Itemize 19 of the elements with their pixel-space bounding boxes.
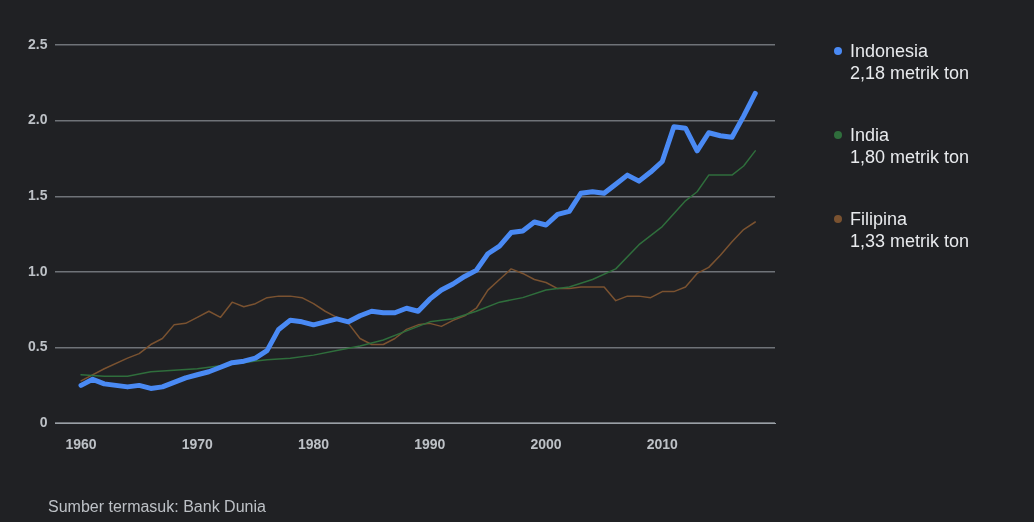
y-tick-label: 1.0 bbox=[27, 262, 48, 279]
x-tick-label: 1960 bbox=[65, 436, 97, 453]
y-tick-label: 2.5 bbox=[27, 35, 48, 52]
legend-label: Indonesia bbox=[850, 40, 930, 62]
y-tick-label: 1.5 bbox=[27, 187, 48, 204]
text: 1,80 metrik ton bbox=[850, 146, 970, 168]
x-tick-label: 2010 bbox=[646, 436, 679, 453]
y-tick-label: 0 bbox=[39, 414, 48, 431]
legend-label: India bbox=[850, 124, 891, 146]
y-tick-label: 0.5 bbox=[27, 338, 48, 355]
y-tick-label: 2.0 bbox=[27, 111, 48, 128]
text: Sumber termasuk: Bank Dunia bbox=[48, 498, 266, 516]
x-tick-label: 1970 bbox=[181, 436, 214, 453]
x-tick-label: 1980 bbox=[297, 436, 330, 453]
legend-label: Filipina bbox=[850, 208, 909, 230]
x-tick-label: 1990 bbox=[414, 436, 446, 453]
text: 1,33 metrik ton bbox=[850, 230, 970, 252]
text: 2,18 metrik ton bbox=[850, 62, 970, 84]
x-tick-label: 2000 bbox=[530, 436, 562, 453]
